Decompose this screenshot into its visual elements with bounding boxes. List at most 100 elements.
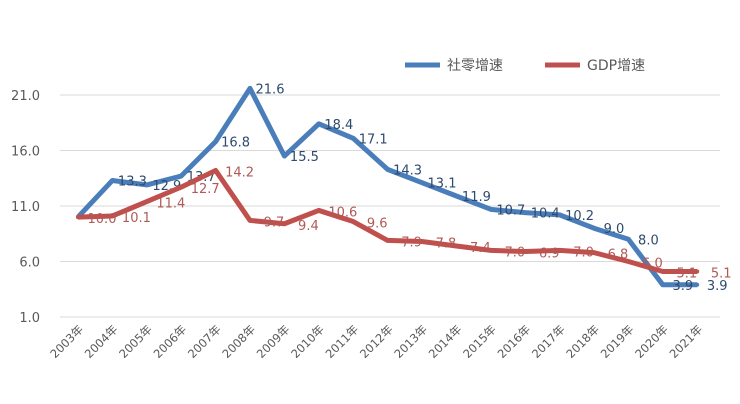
y-tick-label: 1.0 (19, 311, 40, 326)
data-label: 3.9 (672, 279, 693, 294)
data-point (557, 212, 562, 217)
data-label: 14.3 (393, 163, 422, 178)
x-tick-label: 2011年 (323, 322, 362, 361)
data-label: 18.4 (324, 118, 353, 133)
data-label: 10.2 (565, 209, 594, 224)
data-label: 15.5 (290, 150, 319, 165)
data-label: 16.8 (221, 136, 250, 151)
data-point (213, 168, 218, 173)
data-point (592, 250, 596, 255)
data-point (523, 249, 528, 254)
y-tick-label: 6.0 (19, 256, 40, 271)
data-label: 7.0 (504, 245, 525, 260)
x-tick-label: 2012年 (357, 322, 396, 361)
data-label: 5.1 (711, 266, 732, 281)
data-point (110, 178, 115, 183)
legend-label-gdp: GDP增速 (587, 58, 645, 74)
x-tick-label: 2019年 (598, 322, 637, 361)
x-tick-label: 2004年 (82, 322, 121, 361)
x-tick-label: 2007年 (185, 322, 224, 361)
x-tick-label: 2013年 (391, 322, 430, 361)
data-point (660, 282, 665, 287)
data-label: 7.0 (573, 245, 594, 260)
data-label: 6.0 (642, 257, 663, 272)
x-tick-label: 2015年 (460, 322, 499, 361)
data-point (626, 237, 631, 242)
data-label: 3.9 (707, 279, 728, 294)
y-tick-label: 21.0 (11, 89, 40, 104)
y-tick-label: 16.0 (11, 145, 40, 160)
data-point (213, 139, 218, 144)
data-label: 11.4 (156, 197, 185, 212)
data-point (76, 215, 80, 220)
x-tick-label: 2009年 (254, 322, 293, 361)
data-label: 10.7 (496, 203, 525, 218)
x-tick-label: 2018年 (563, 322, 602, 361)
data-point (351, 219, 356, 224)
legend-label-retail: 社零增速 (447, 58, 503, 74)
x-tick-label: 2021年 (667, 322, 706, 361)
data-point (144, 182, 149, 187)
x-tick-label: 2005年 (116, 322, 155, 361)
data-label: 6.9 (539, 247, 560, 262)
data-label: 8.0 (638, 233, 659, 248)
x-tick-label: 2006年 (151, 322, 190, 361)
x-tick-label: 2008年 (219, 322, 258, 361)
data-label: 9.6 (367, 217, 388, 232)
data-label: 21.6 (256, 82, 285, 97)
data-label: 7.8 (436, 237, 457, 252)
data-point (695, 282, 700, 287)
data-point (557, 248, 562, 253)
x-tick-label: 2003年 (47, 322, 86, 361)
data-point (248, 218, 252, 223)
data-point (248, 86, 252, 91)
x-tick-label: 2010年 (288, 322, 327, 361)
data-point (282, 154, 287, 159)
x-tick-label: 2020年 (632, 322, 671, 361)
data-point (523, 210, 528, 215)
data-label: 10.1 (122, 211, 151, 226)
data-point (488, 248, 493, 253)
data-label: 7.9 (401, 235, 422, 250)
data-label: 14.2 (225, 165, 254, 180)
data-point (420, 180, 424, 185)
data-point (626, 259, 631, 264)
data-label: 5.1 (676, 266, 697, 281)
data-point (179, 185, 184, 190)
data-label: 17.1 (359, 132, 388, 147)
x-tick-label: 2016年 (495, 322, 534, 361)
data-label: 13.1 (428, 177, 457, 192)
data-label: 9.7 (264, 215, 285, 230)
data-point (454, 243, 459, 248)
data-point (488, 207, 493, 212)
x-tick-label: 2017年 (529, 322, 568, 361)
data-point (454, 194, 459, 199)
data-label: 12.7 (191, 182, 220, 197)
data-point (660, 269, 665, 274)
data-point (592, 226, 596, 231)
data-point (385, 238, 390, 243)
data-point (385, 167, 390, 172)
data-label: 11.9 (462, 190, 491, 205)
data-point (316, 208, 321, 213)
data-point (351, 136, 356, 141)
data-point (316, 121, 321, 126)
data-point (420, 239, 424, 244)
data-label: 10.0 (88, 212, 117, 227)
data-label: 6.8 (608, 248, 629, 263)
data-label: 9.4 (298, 219, 319, 234)
data-label: 7.4 (470, 241, 491, 256)
data-point (144, 199, 149, 204)
data-label: 10.6 (328, 205, 357, 220)
data-point (179, 174, 184, 179)
data-point (282, 221, 287, 226)
data-point (110, 213, 115, 218)
data-label: 13.3 (118, 174, 147, 189)
data-point (695, 269, 700, 274)
x-tick-label: 2014年 (426, 322, 465, 361)
data-label: 9.0 (604, 222, 625, 237)
data-label: 10.4 (531, 207, 560, 222)
y-tick-label: 11.0 (11, 200, 40, 215)
